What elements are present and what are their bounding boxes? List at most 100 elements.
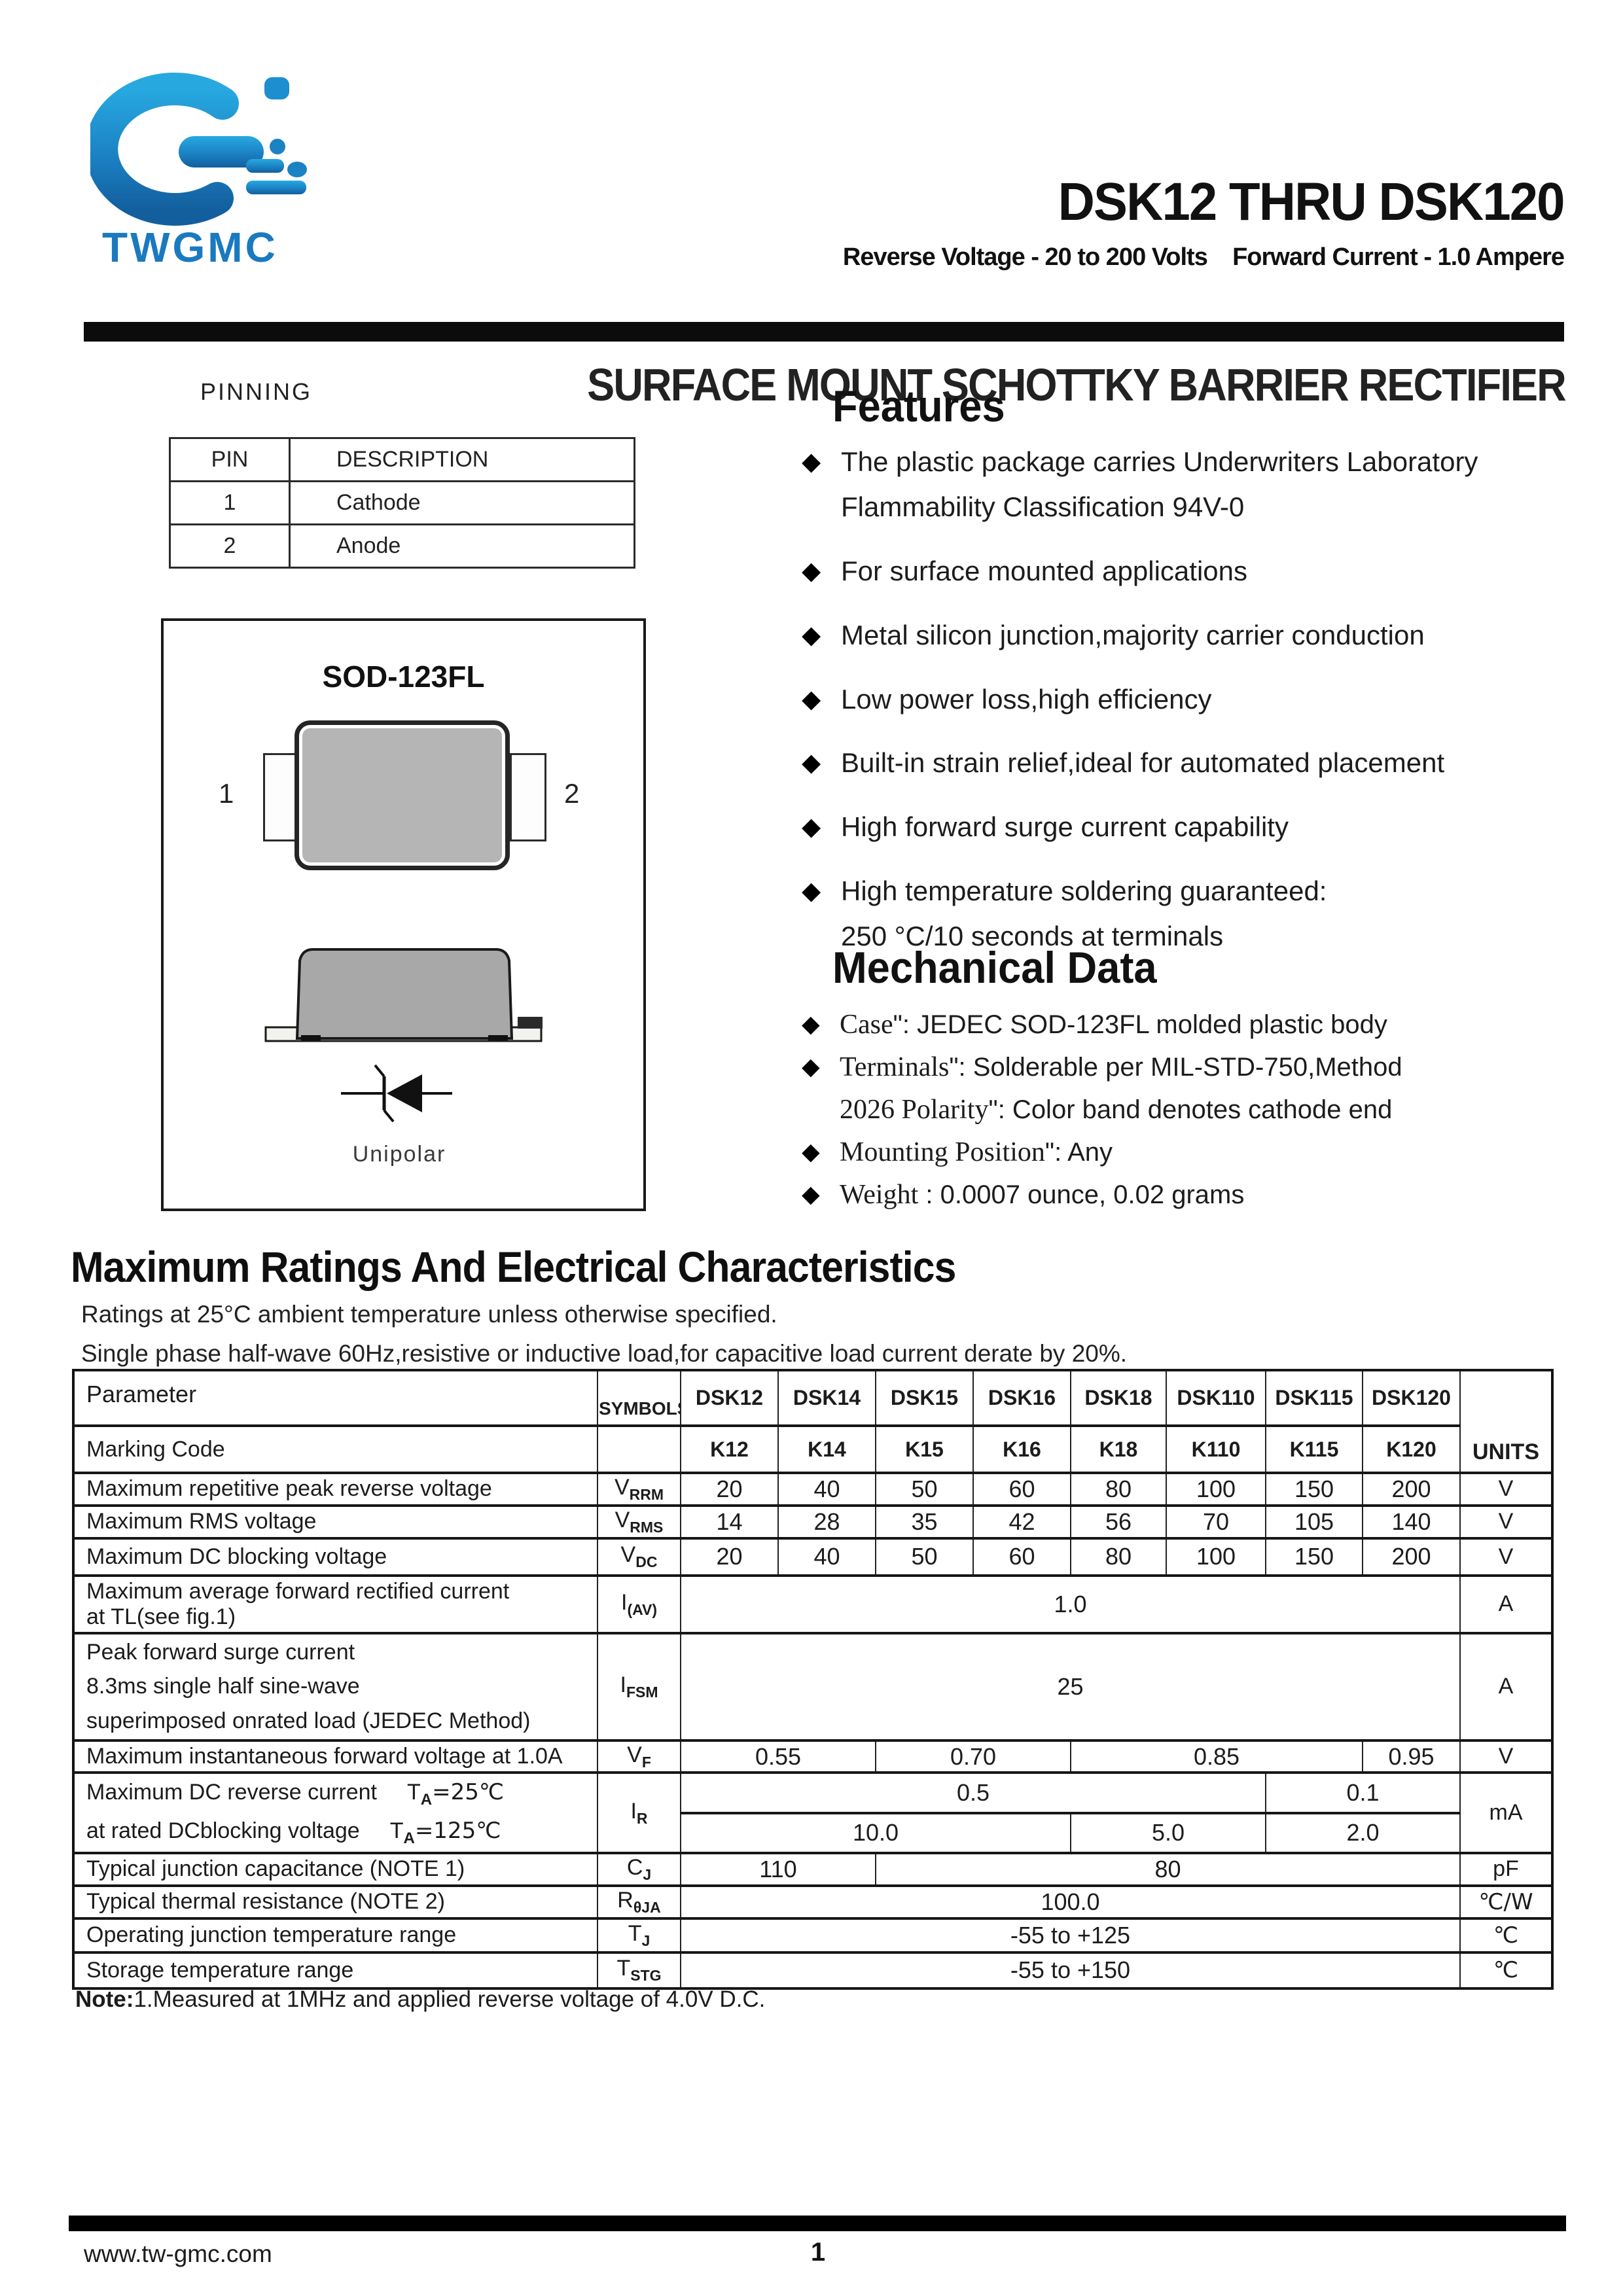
mechanical-item: ◆ Terminals": Solderable per MIL-STD-750… bbox=[802, 1046, 1574, 1131]
diamond-bullet-icon: ◆ bbox=[802, 1010, 820, 1037]
value: 0.55 bbox=[680, 1739, 876, 1775]
symbol: IFSM bbox=[597, 1631, 681, 1742]
value: 100 bbox=[1166, 1536, 1266, 1577]
description-column-header: DESCRIPTION bbox=[289, 437, 635, 482]
marking-code: K120 bbox=[1362, 1424, 1461, 1474]
device-header: DSK18 bbox=[1070, 1369, 1167, 1427]
symbol: RθJA bbox=[597, 1884, 681, 1920]
parameter-name: Maximum repetitive peak reverse voltage bbox=[73, 1472, 598, 1507]
value: 40 bbox=[777, 1472, 876, 1507]
footer-website: www.tw-gmc.com bbox=[84, 2240, 272, 2267]
mech-text: ": Solderable per MIL-STD-750,Method bbox=[949, 1053, 1402, 1082]
value: 20 bbox=[680, 1536, 779, 1577]
unit: pF bbox=[1459, 1851, 1553, 1887]
device-header: DSK110 bbox=[1166, 1369, 1266, 1427]
value: 60 bbox=[972, 1536, 1071, 1577]
package-drawing-box: SOD-123FL 1 2 Unipolar bbox=[161, 618, 646, 1211]
pin-number: 2 bbox=[169, 523, 291, 569]
pin-number: 1 bbox=[169, 480, 291, 525]
diamond-bullet-icon: ◆ bbox=[802, 557, 821, 585]
pinning-row: 1 Cathode bbox=[169, 480, 635, 525]
marking-code: K110 bbox=[1166, 1424, 1266, 1474]
unit: V bbox=[1459, 1504, 1553, 1540]
part-number-title: DSK12 THRU DSK120 bbox=[1058, 172, 1565, 232]
value: 2.0 bbox=[1265, 1811, 1461, 1854]
symbol: IR bbox=[597, 1771, 681, 1854]
diamond-bullet-icon: ◆ bbox=[802, 448, 821, 476]
mech-text: ": Any bbox=[1044, 1138, 1113, 1167]
value: 140 bbox=[1362, 1504, 1461, 1540]
marking-code: K12 bbox=[680, 1424, 779, 1474]
value: 0.85 bbox=[1070, 1739, 1363, 1775]
value: 56 bbox=[1070, 1504, 1167, 1540]
value: 100.0 bbox=[680, 1884, 1461, 1920]
unit: V bbox=[1459, 1739, 1553, 1775]
symbol: VRMS bbox=[597, 1504, 681, 1540]
parameter-name: Peak forward surge current 8.3ms single … bbox=[73, 1631, 598, 1742]
diamond-bullet-icon: ◆ bbox=[802, 749, 821, 777]
feature-text: 250 °C/10 seconds at terminals bbox=[841, 921, 1224, 951]
value: 5.0 bbox=[1070, 1811, 1266, 1854]
marking-code-row: Marking Code K12 K14 K15 K16 K18 K110 K1… bbox=[73, 1424, 1552, 1474]
marking-code: K14 bbox=[777, 1424, 876, 1474]
mech-text: 2026 bbox=[840, 1095, 902, 1125]
twgmc-logo-icon: TWGMC bbox=[90, 72, 307, 271]
parameter-name: Maximum DC blocking voltage bbox=[73, 1536, 598, 1577]
ir-row-2: 10.0 5.0 2.0 bbox=[73, 1811, 1552, 1854]
value: 200 bbox=[1362, 1536, 1461, 1577]
parameter-name: Typical junction capacitance (NOTE 1) bbox=[73, 1851, 598, 1887]
symbol: CJ bbox=[597, 1851, 681, 1887]
unit: V bbox=[1459, 1536, 1553, 1577]
ratings-condition-line: Single phase half-wave 60Hz,resistive or… bbox=[81, 1340, 1128, 1367]
value: 50 bbox=[875, 1536, 974, 1577]
pin-description: Cathode bbox=[289, 480, 635, 525]
page-number: 1 bbox=[810, 2238, 826, 2267]
feature-text: The plastic package carries Underwriters… bbox=[841, 446, 1478, 477]
marking-code: K15 bbox=[875, 1424, 974, 1474]
diamond-bullet-icon: ◆ bbox=[802, 621, 821, 649]
footer-divider bbox=[69, 2216, 1566, 2231]
mech-text: ": JEDEC SOD-123FL molded plastic body bbox=[893, 1010, 1387, 1039]
device-header: DSK15 bbox=[875, 1369, 974, 1427]
value: 0.1 bbox=[1265, 1771, 1461, 1814]
pinning-table: PIN DESCRIPTION 1 Cathode 2 Anode bbox=[169, 437, 635, 569]
device-header: DSK12 bbox=[680, 1369, 779, 1427]
mechanical-data-list: ◆ Case": JEDEC SOD-123FL molded plastic … bbox=[802, 1004, 1574, 1216]
marking-code: K18 bbox=[1070, 1424, 1167, 1474]
feature-text: For surface mounted applications bbox=[841, 555, 1247, 586]
symbols-header: SYMBOLS bbox=[597, 1369, 681, 1427]
diamond-bullet-icon: ◆ bbox=[802, 813, 821, 841]
feature-item: ◆ The plastic package carries Underwrite… bbox=[802, 440, 1574, 530]
parameter-name: Maximum average forward rectified curren… bbox=[73, 1574, 598, 1634]
value: 60 bbox=[972, 1472, 1071, 1507]
device-header: DSK120 bbox=[1362, 1369, 1461, 1427]
feature-text: Built-in strain relief,ideal for automat… bbox=[841, 747, 1445, 779]
diamond-bullet-icon: ◆ bbox=[802, 1053, 820, 1080]
feature-text: Low power loss,high efficiency bbox=[841, 683, 1212, 715]
tj-row: Operating junction temperature range TJ … bbox=[73, 1916, 1553, 1954]
value: 1.0 bbox=[680, 1574, 1461, 1634]
mech-term: Mounting Position bbox=[840, 1137, 1045, 1168]
features-list: ◆ The plastic package carries Underwrite… bbox=[802, 440, 1574, 978]
value: 150 bbox=[1265, 1472, 1363, 1507]
package-lead-left bbox=[263, 753, 298, 841]
value: 42 bbox=[972, 1504, 1071, 1540]
footnote: Note:1.Measured at 1MHz and applied reve… bbox=[75, 1987, 765, 2013]
value: 20 bbox=[680, 1472, 779, 1507]
marking-code: K115 bbox=[1265, 1424, 1363, 1474]
empty-cell bbox=[597, 1424, 681, 1474]
rthja-row: Typical thermal resistance (NOTE 2) RθJA… bbox=[73, 1884, 1553, 1920]
pinning-row: 2 Anode bbox=[169, 523, 635, 569]
feature-item: ◆ For surface mounted applications bbox=[802, 549, 1574, 594]
mechanical-item: ◆ Mounting Position": Any bbox=[802, 1131, 1574, 1174]
value: 150 bbox=[1265, 1536, 1363, 1577]
header-divider bbox=[84, 322, 1564, 342]
value: 0.95 bbox=[1362, 1739, 1461, 1775]
unit: ℃ bbox=[1459, 1951, 1553, 1990]
symbol: VDC bbox=[597, 1536, 681, 1577]
device-header: DSK115 bbox=[1265, 1369, 1363, 1427]
feature-item: ◆ Built-in strain relief,ideal for autom… bbox=[802, 741, 1574, 786]
symbol: VF bbox=[597, 1739, 681, 1775]
feature-item: ◆ Low power loss,high efficiency bbox=[802, 677, 1574, 722]
